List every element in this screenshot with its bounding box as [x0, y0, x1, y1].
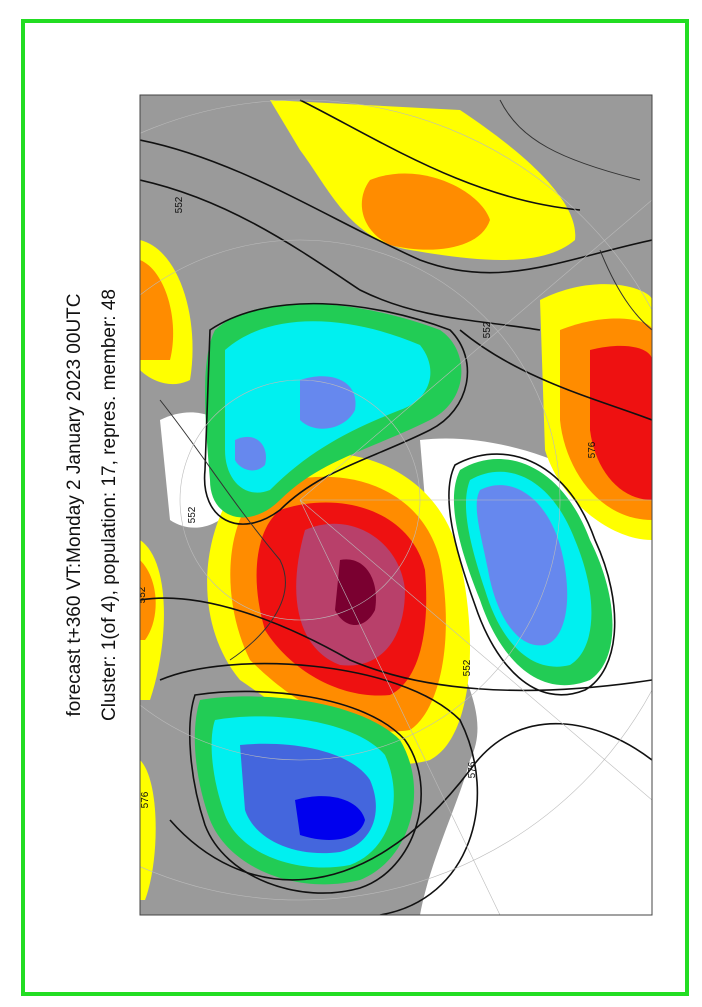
contour	[159, 662, 479, 915]
contour-label: 552	[174, 196, 185, 213]
contour	[189, 690, 422, 894]
map: 552 552 576 552 552 552 576 576	[137, 95, 652, 915]
contour-label: 576	[467, 761, 478, 778]
contour	[140, 179, 541, 331]
map-border	[139, 94, 653, 916]
contour-label: 576	[140, 791, 151, 808]
contour	[203, 302, 469, 525]
contour	[140, 597, 652, 692]
contour-label: 552	[137, 586, 148, 603]
contour	[459, 329, 652, 421]
title: forecast t+360 VT:Monday 2 January 2023 …	[64, 294, 85, 717]
anomaly-positive	[140, 560, 156, 640]
anomaly-positive	[140, 760, 156, 900]
contour	[299, 99, 581, 211]
graticule	[140, 99, 652, 915]
anomaly-positive	[590, 345, 652, 500]
coastline	[159, 99, 652, 661]
anomaly-negative	[476, 485, 568, 646]
anomaly-positive	[361, 173, 490, 250]
contour-label: 576	[587, 441, 598, 458]
contour	[448, 453, 616, 696]
contour-labels: 552 552 576 552 552 552 576 576	[137, 196, 598, 808]
subtitle: Cluster: 1(of 4), population: 17, repres…	[99, 289, 120, 721]
anomaly-negative	[300, 376, 356, 429]
anomaly-positive	[140, 260, 174, 360]
anomaly-negative	[235, 436, 266, 471]
anomaly-negative	[295, 796, 365, 840]
contour-label: 552	[482, 321, 493, 338]
contour	[169, 722, 652, 881]
anomaly-positive	[335, 559, 376, 625]
contour	[140, 139, 652, 274]
contour-label: 552	[462, 659, 473, 676]
contour-label: 552	[187, 506, 198, 523]
